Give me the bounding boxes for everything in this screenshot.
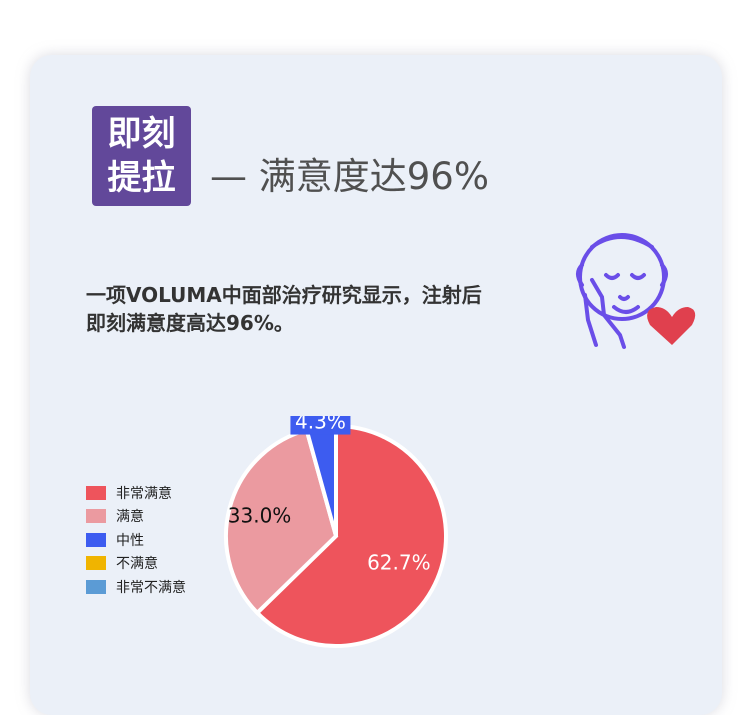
legend-swatch	[86, 532, 106, 547]
headline: — 满意度达96%	[210, 155, 489, 198]
data-label-bg	[290, 416, 351, 435]
legend-item[interactable]: 满意	[86, 505, 186, 529]
description-line2: 即刻满意度高达96%。	[86, 311, 294, 335]
pie-slice[interactable]	[254, 423, 448, 648]
legend-label: 非常不满意	[116, 579, 186, 596]
legend-label: 不满意	[116, 556, 158, 573]
legend-item[interactable]: 非常不满意	[86, 575, 186, 599]
badge-line1: 即刻	[107, 114, 176, 154]
chart-legend: 非常满意满意中性不满意非常不满意	[86, 481, 186, 599]
legend-item[interactable]: 中性	[86, 528, 186, 552]
pie-slice[interactable]	[224, 427, 339, 616]
description: 一项VOLUMA中面部治疗研究显示，注射后 即刻满意度高达96%。	[86, 281, 566, 337]
description-line1: 一项VOLUMA中面部治疗研究显示，注射后	[86, 283, 482, 307]
legend-label: 中性	[116, 532, 144, 549]
legend-item[interactable]: 非常满意	[86, 481, 186, 505]
data-label: 62.7%	[367, 550, 431, 574]
data-label: 33.0%	[228, 503, 292, 527]
legend-label: 非常满意	[116, 485, 172, 502]
badge-line2: 提拉	[107, 158, 176, 198]
face-with-heart-icon	[576, 233, 696, 349]
legend-swatch	[86, 509, 106, 524]
legend-swatch	[86, 485, 106, 500]
legend-swatch	[86, 556, 106, 571]
badge: 即刻 提拉	[92, 106, 191, 206]
legend-swatch	[86, 579, 106, 594]
legend-item[interactable]: 不满意	[86, 552, 186, 576]
legend-label: 满意	[116, 509, 144, 526]
data-label: 4.3%	[295, 416, 346, 434]
pie-chart: 62.7% 33.0% 4.3%	[224, 416, 448, 648]
